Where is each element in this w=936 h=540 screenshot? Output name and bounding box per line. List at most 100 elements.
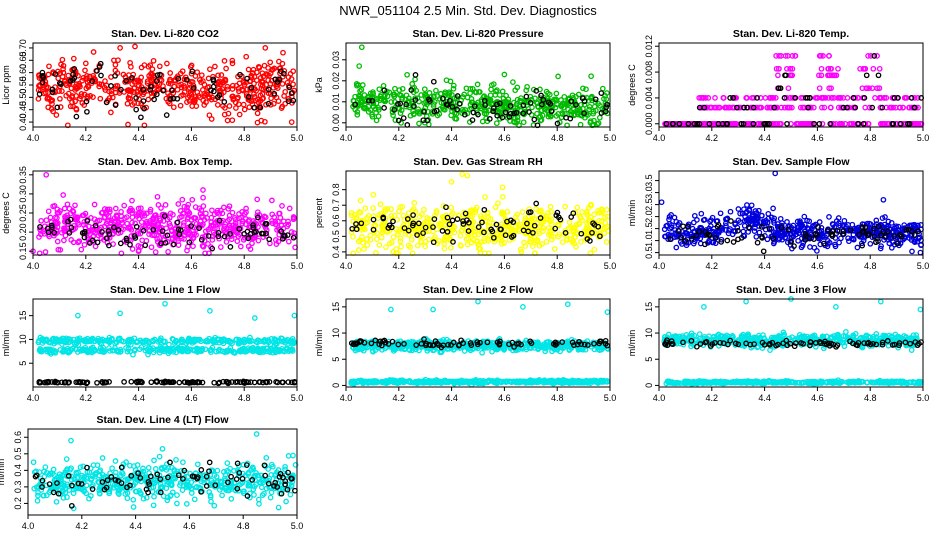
data-point [547,227,554,234]
data-point [734,104,740,111]
data-point [108,88,115,94]
data-point [229,209,236,216]
data-point [149,66,156,73]
data-points [35,300,298,387]
data-point [439,214,446,220]
data-point [404,221,410,228]
data-point [263,71,270,77]
data-point [162,300,168,307]
data-point [422,243,429,250]
data-point [354,109,361,115]
y-tick-label: 0.25 [18,204,28,222]
data-point [422,224,429,231]
data-point [49,97,56,104]
x-tick-label: 4.0 [653,261,666,271]
data-point [828,85,834,92]
data-point [568,98,575,105]
data-point [60,66,66,72]
data-point [537,215,544,221]
chart-panel-3: Stan. Dev. Li-820 Temp.degrees C4.0 4.2 4.… [627,28,929,143]
data-point [94,68,100,74]
data-point [517,246,524,253]
x-tick-label: 4.0 [653,133,666,143]
data-point [97,60,104,67]
data-point [778,53,784,59]
data-point [60,192,67,198]
data-point [590,110,597,117]
data-point [388,224,395,231]
data-point [164,232,171,239]
data-point [776,65,782,72]
data-point [285,221,292,228]
data-point [870,65,877,72]
chart-title: Stan. Dev. Li-820 CO2 [111,28,219,40]
data-point [520,119,527,126]
data-point [673,120,679,127]
data-point [438,221,445,228]
data-point [680,223,686,230]
data-point [181,203,188,210]
data-point [794,120,801,127]
y-tick-label: 0.65 [18,52,28,70]
data-point [261,62,268,69]
data-point [571,111,578,118]
data-point [509,227,515,234]
data-point [781,104,788,111]
data-point [260,230,267,237]
data-point [180,210,186,217]
data-point [356,63,363,69]
data-point [99,209,106,216]
data-point [481,229,487,236]
data-point [38,217,45,224]
y-axis-label: degrees C [1,192,11,234]
data-point [56,80,63,86]
data-point [740,120,747,127]
data-point [290,81,296,88]
x-tick-label: 4.8 [551,261,564,271]
data-point [251,104,258,111]
data-point [167,223,174,229]
data-point [547,203,554,210]
data-point [196,77,203,83]
data-point [451,229,458,236]
data-point [461,111,468,118]
data-point [915,104,921,111]
data-point [128,378,135,385]
data-point [490,105,497,112]
data-point [750,120,757,127]
data-point [840,104,847,111]
data-point [469,117,476,123]
data-point [249,98,255,104]
data-point [141,122,148,129]
data-point [720,95,727,101]
data-point [575,91,582,98]
data-point [500,99,506,106]
data-point [490,234,497,241]
data-point [133,223,140,230]
data-point [836,120,843,127]
data-point [848,120,854,127]
data-point [178,93,184,99]
data-point [186,210,193,217]
data-point [423,101,430,108]
data-point [62,232,69,239]
data-point [348,212,355,219]
data-point [227,231,233,237]
data-point [512,87,519,94]
data-point [209,245,216,252]
data-point [785,85,792,92]
data-point [57,95,63,102]
data-point [511,99,517,106]
data-point [433,87,439,94]
data-point [428,109,435,115]
data-point [564,122,570,129]
data-point [603,239,610,245]
data-point [728,218,734,224]
data-point [189,103,196,109]
data-point [518,95,524,101]
data-point [735,206,742,212]
data-point [405,227,412,234]
data-point [359,234,365,240]
data-point [148,77,154,84]
